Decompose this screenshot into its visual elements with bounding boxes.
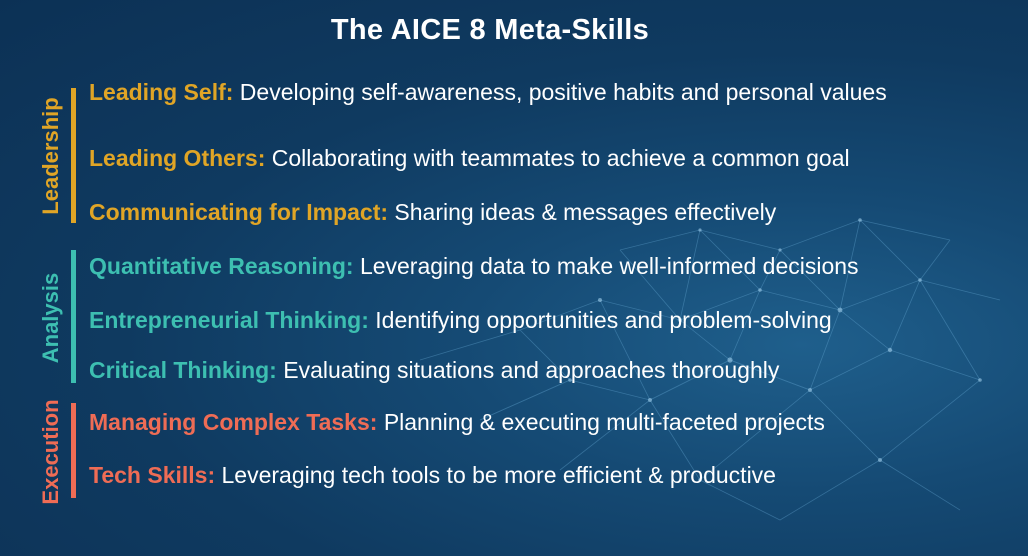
skill-description: Planning & executing multi-faceted proje… bbox=[383, 409, 825, 435]
execution-bar bbox=[71, 403, 76, 498]
skill-description: Collaborating with teammates to achieve … bbox=[271, 145, 850, 171]
execution-label: Execution bbox=[38, 399, 63, 505]
skill-item-managing-complex-tasks: Managing Complex Tasks: Planning & execu… bbox=[89, 409, 989, 436]
skill-description: Evaluating situations and approaches tho… bbox=[283, 357, 780, 383]
analysis-label: Analysis bbox=[38, 272, 63, 364]
skill-name: Leading Others: bbox=[89, 145, 266, 171]
skill-description: Identifying opportunities and problem-so… bbox=[375, 307, 832, 333]
skill-name: Managing Complex Tasks: bbox=[89, 409, 378, 435]
skill-description: Sharing ideas & messages effectively bbox=[394, 199, 777, 225]
skill-name: Entrepreneurial Thinking: bbox=[89, 307, 369, 333]
skill-description: Leveraging data to make well-informed de… bbox=[359, 253, 859, 279]
skill-item-leading-others: Leading Others: Collaborating with teamm… bbox=[89, 145, 989, 172]
page-title: The AICE 8 Meta-Skills bbox=[330, 14, 650, 46]
skill-name: Quantitative Reasoning: bbox=[89, 253, 354, 279]
leadership-label: Leadership bbox=[38, 97, 63, 215]
skill-item-critical-thinking: Critical Thinking: Evaluating situations… bbox=[89, 357, 989, 384]
skill-name: Critical Thinking: bbox=[89, 357, 277, 383]
skill-item-tech-skills: Tech Skills: Leveraging tech tools to be… bbox=[89, 462, 989, 489]
skill-name: Tech Skills: bbox=[89, 462, 216, 488]
skill-name: Communicating for Impact: bbox=[89, 199, 389, 225]
analysis-bar bbox=[71, 250, 76, 383]
leadership-bar bbox=[71, 88, 76, 223]
skill-description: Developing self-awareness, positive habi… bbox=[239, 79, 887, 105]
skill-item-quantitative-reasoning: Quantitative Reasoning: Leveraging data … bbox=[89, 253, 989, 280]
skill-item-communicating-for-impact: Communicating for Impact: Sharing ideas … bbox=[89, 199, 989, 226]
skill-item-leading-self: Leading Self: Developing self-awareness,… bbox=[89, 79, 989, 106]
skill-description: Leveraging tech tools to be more efficie… bbox=[221, 462, 776, 488]
skill-item-entrepreneurial-thinking: Entrepreneurial Thinking: Identifying op… bbox=[89, 307, 989, 334]
skill-name: Leading Self: bbox=[89, 79, 234, 105]
